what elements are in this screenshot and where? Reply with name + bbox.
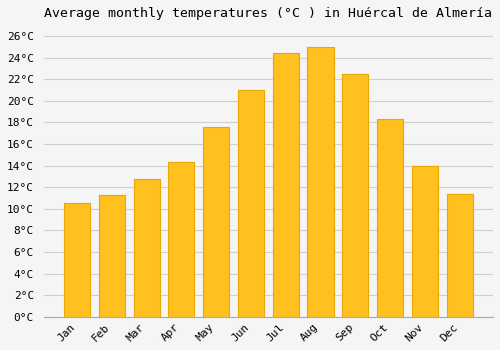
Bar <box>64 203 90 317</box>
Bar <box>412 166 438 317</box>
Bar <box>168 162 194 317</box>
Bar <box>134 178 160 317</box>
Title: Average monthly temperatures (°C ) in Huércal de Almería: Average monthly temperatures (°C ) in Hu… <box>44 7 492 20</box>
Bar <box>446 194 472 317</box>
Bar <box>308 47 334 317</box>
Bar <box>342 74 368 317</box>
Bar <box>99 195 125 317</box>
Bar <box>377 119 403 317</box>
Bar <box>272 53 299 317</box>
Bar <box>203 127 229 317</box>
Bar <box>238 90 264 317</box>
